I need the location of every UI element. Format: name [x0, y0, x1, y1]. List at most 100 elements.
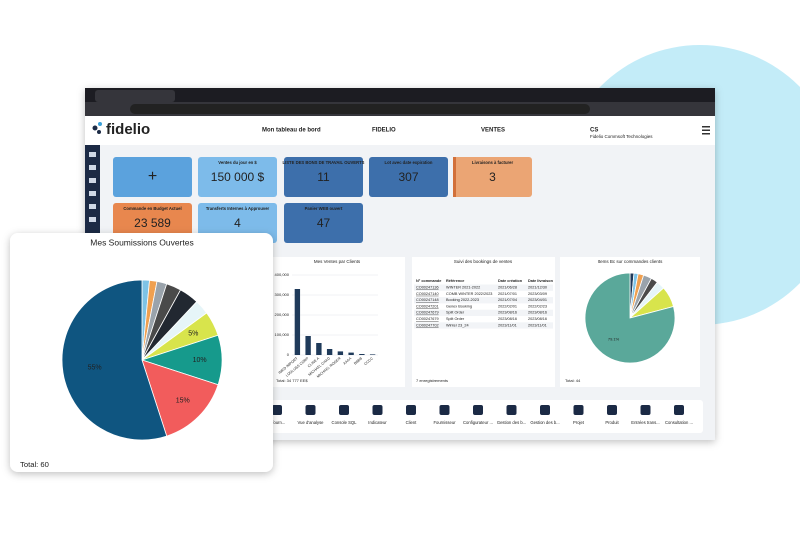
toolbar-icon[interactable] — [305, 405, 316, 415]
pie-slice — [141, 359, 219, 437]
toolbar-label: Client — [406, 420, 418, 425]
table-cell: WINTER 2021-2022 — [446, 286, 480, 290]
toolbar-label: Projet — [573, 420, 585, 425]
table-cell: CO00247702 — [416, 323, 439, 327]
chart-total: Total: 44 — [565, 378, 581, 383]
table-cell: 2022/02/01 — [498, 304, 517, 308]
toolbar-icon[interactable] — [573, 405, 584, 415]
toolbar-icon[interactable] — [473, 405, 483, 415]
chart-total: Total: 34 777 EE$ — [276, 378, 308, 383]
tile-value: 307 — [398, 170, 418, 184]
data-label: 15% — [176, 398, 190, 405]
table-cell: Genex Booking — [446, 304, 472, 308]
table-cell: 2023/08/16 — [498, 311, 517, 315]
table-cell: CO00247140 — [416, 292, 439, 296]
table-cell: Split Order — [446, 317, 465, 321]
data-label: 55% — [88, 364, 102, 371]
tile[interactable] — [198, 157, 277, 197]
bar — [369, 354, 376, 355]
chart-title: Mes Ventes par Clients — [314, 259, 361, 264]
table-cell: COMB WINTER 2022/2023 — [446, 292, 492, 296]
y-tick-label: 0 — [287, 352, 290, 357]
table-row-bg — [414, 284, 553, 291]
table-row-bg — [414, 309, 553, 316]
tile-title: Commande en Budget Actuel — [123, 206, 181, 211]
toolbar-label: Consultation ... — [665, 420, 693, 425]
toolbar-label: Produit — [605, 420, 619, 425]
toolbar-icon[interactable] — [372, 405, 383, 415]
tile[interactable] — [369, 157, 448, 197]
table-cell: 2023/04/01 — [528, 298, 547, 302]
tile-value: 4 — [234, 216, 241, 230]
chart-total: Total: 60 — [20, 460, 49, 469]
chart-title: Mes Soumissions Ouvertes — [90, 237, 193, 247]
table-cell: 2021/06/28 — [498, 286, 517, 290]
tile[interactable] — [113, 157, 192, 197]
table-cell: CO00247679 — [416, 311, 439, 315]
module-menu: VENTES — [481, 128, 505, 134]
tile[interactable] — [284, 203, 363, 243]
table-cell: 2023/08/16 — [528, 311, 547, 315]
toolbar-label: Entrées trans... — [631, 420, 659, 425]
x-tick-label: AAAA — [342, 356, 352, 366]
toolbar-label: Gestion des b... — [497, 420, 526, 425]
toolbar-label: Configurateur ... — [463, 420, 493, 425]
table-cell: 2021/07/01 — [498, 292, 517, 296]
toolbar-icon[interactable] — [406, 405, 416, 415]
tile-value: 3 — [489, 170, 496, 184]
tile-title: Livraisons à facturer — [472, 160, 514, 165]
user-initials: CS — [590, 128, 598, 134]
tile-strip — [453, 157, 456, 197]
table-cell: 2023/08/16 — [528, 317, 547, 321]
tile-value: 150 000 $ — [211, 170, 265, 184]
tile-title: Panier WEB ouvert — [305, 206, 343, 211]
tile-value: 47 — [317, 216, 331, 230]
data-label: 79.1% — [608, 336, 620, 341]
toolbar-icon[interactable] — [674, 405, 684, 415]
bar — [316, 343, 322, 355]
tile[interactable] — [284, 157, 363, 197]
table-cell: CO00247201 — [416, 304, 439, 308]
table-cell: CO00247148 — [416, 298, 439, 302]
chart-title: Items Bc sur commandes clients — [598, 259, 664, 264]
table-cell: Split Order — [446, 311, 465, 315]
pie-slice — [584, 272, 676, 364]
bar — [305, 336, 311, 355]
tile-value: + — [148, 168, 157, 185]
y-tick-label: 100,000 — [275, 332, 290, 337]
overlay-card: Mes Soumissions Ouvertes 5% 10% 15% 55% Total… — [10, 233, 273, 472]
table-cell: 2023/11/01 — [528, 323, 547, 327]
table-row-bg — [414, 297, 553, 304]
y-tick-label: 400,000 — [275, 272, 290, 277]
table-cell: 2023/03/09 — [528, 292, 547, 296]
toolbar-label: Gestion des b... — [530, 420, 559, 425]
x-tick-label: CCCC — [363, 356, 374, 366]
table-cell: 2023/08/16 — [498, 317, 517, 321]
table-header: Date création — [498, 279, 523, 283]
toolbar-icon[interactable] — [506, 405, 517, 415]
tile[interactable] — [453, 157, 532, 197]
table-cell: CO00247679 — [416, 317, 439, 321]
bar — [348, 352, 354, 355]
table-cell: CO00247136 — [416, 286, 439, 290]
data-label: 5% — [188, 331, 198, 338]
table-cell: 2022/02/23 — [528, 304, 547, 308]
y-tick-label: 200,000 — [275, 312, 290, 317]
table-footer: 7 enregistrements — [416, 378, 448, 383]
toolbar-icon[interactable] — [607, 405, 617, 415]
tile-title: Transferts Internes à Approuver — [206, 206, 270, 211]
toolbar-icon[interactable] — [439, 405, 450, 415]
table-header: Référence — [446, 279, 464, 283]
bar — [326, 349, 333, 355]
toolbar-label: e fourn... — [269, 420, 286, 425]
toolbar-icon[interactable] — [272, 405, 282, 415]
bar — [294, 289, 301, 355]
logo: fidelio — [106, 121, 150, 138]
tile-value: 23 589 — [134, 216, 171, 230]
toolbar-icon[interactable] — [339, 405, 349, 415]
toolbar-icon[interactable] — [540, 405, 550, 415]
toolbar-icon[interactable] — [640, 405, 651, 415]
pie-slice — [61, 279, 168, 441]
table-cell: 2021/07/04 — [498, 298, 517, 302]
